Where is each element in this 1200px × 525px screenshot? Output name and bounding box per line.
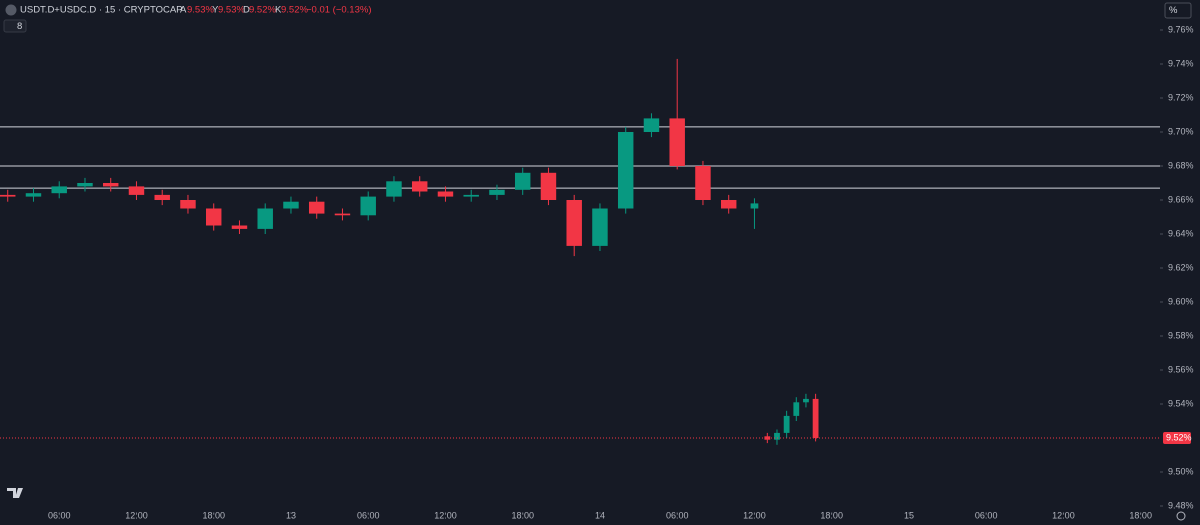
- x-tick-label: 14: [595, 510, 605, 520]
- scale-button-label[interactable]: %: [1169, 5, 1178, 16]
- candle-body: [803, 398, 809, 403]
- x-tick-label: 18:00: [1129, 510, 1152, 520]
- high-key: Y: [212, 5, 219, 16]
- candle-body: [231, 225, 248, 229]
- y-tick-label: 9.68%: [1168, 160, 1194, 170]
- candle-body: [669, 118, 685, 166]
- candle-body: [695, 166, 711, 200]
- x-tick-label: 12:00: [1052, 510, 1075, 520]
- y-tick-label: 9.54%: [1168, 398, 1194, 408]
- x-tick-label: 06:00: [357, 510, 380, 520]
- candle-body: [154, 194, 170, 200]
- candle-body: [386, 181, 402, 197]
- candle-body: [463, 194, 479, 197]
- candle-body: [617, 132, 634, 209]
- low-value: 9.52%: [249, 5, 276, 16]
- y-tick-label: 9.70%: [1168, 126, 1194, 136]
- indicator-count[interactable]: 8: [17, 21, 22, 32]
- y-tick-label: 9.66%: [1168, 194, 1194, 204]
- y-tick-label: 9.56%: [1168, 364, 1194, 374]
- scale-button[interactable]: [1164, 2, 1192, 19]
- x-tick-label: 18:00: [511, 510, 534, 520]
- close-value: 9.52%: [281, 5, 308, 16]
- x-tick-label: 13: [286, 510, 296, 520]
- candle-body: [489, 189, 505, 195]
- candle-body: [514, 172, 531, 190]
- candle-body: [774, 432, 780, 440]
- y-tick-label: 9.60%: [1168, 296, 1194, 306]
- x-tick-label: 06:00: [975, 510, 998, 520]
- x-tick-label: 06:00: [48, 510, 71, 520]
- x-tick-label: 18:00: [820, 510, 843, 520]
- candle-body: [0, 194, 16, 197]
- candle-body: [205, 208, 222, 226]
- low-key: D: [243, 5, 250, 16]
- candle-body: [783, 415, 790, 433]
- candle-body: [592, 208, 608, 246]
- candle-body: [750, 203, 759, 209]
- y-tick-label: 9.74%: [1168, 58, 1194, 68]
- x-tick-label: 12:00: [743, 510, 766, 520]
- settings-icon[interactable]: [1176, 511, 1186, 521]
- candle-body: [360, 196, 376, 216]
- open-key: A: [180, 5, 187, 16]
- candle-body: [257, 208, 273, 229]
- candle-body: [77, 183, 93, 187]
- y-tick-label: 9.50%: [1168, 466, 1194, 476]
- open-value: 9.53%: [187, 5, 214, 16]
- symbol: USDT.D+USDC.D · 15 · CRYPTOCAP: [20, 5, 183, 16]
- last-price-box: [1163, 432, 1191, 444]
- y-tick-label: 9.64%: [1168, 228, 1194, 238]
- candle-body: [283, 201, 299, 209]
- y-tick-label: 9.58%: [1168, 330, 1194, 340]
- candle-body: [308, 201, 325, 214]
- candle-body: [812, 398, 819, 438]
- candle-body: [411, 181, 428, 192]
- change: −0.01 (−0.13%): [306, 5, 372, 16]
- logo: [7, 488, 23, 498]
- high-value: 9.53%: [218, 5, 245, 16]
- candle-body: [437, 191, 454, 197]
- candle-body: [51, 186, 67, 194]
- x-tick-label: 15: [904, 510, 914, 520]
- candle-body: [566, 200, 582, 246]
- last-price-label: 9.52%: [1166, 432, 1192, 442]
- x-tick-label: 18:00: [202, 510, 225, 520]
- indicator-toggle[interactable]: [3, 19, 27, 33]
- candle-body: [180, 200, 196, 209]
- y-tick-label: 9.48%: [1168, 500, 1194, 510]
- x-tick-label: 06:00: [666, 510, 689, 520]
- close-key: K: [275, 5, 282, 16]
- candle-body: [764, 436, 771, 440]
- symbol-icon: [5, 4, 17, 16]
- candle-body: [334, 213, 351, 216]
- x-tick-label: 12:00: [434, 510, 457, 520]
- x-tick-label: 12:00: [125, 510, 148, 520]
- candle-body: [540, 172, 557, 200]
- candle-body: [25, 193, 42, 197]
- candle-body: [128, 186, 145, 195]
- candle-body: [793, 402, 800, 416]
- y-tick-label: 9.62%: [1168, 262, 1194, 272]
- candle-body: [102, 183, 119, 187]
- candle-body: [720, 200, 737, 209]
- y-tick-label: 9.72%: [1168, 92, 1194, 102]
- y-tick-label: 9.76%: [1168, 24, 1194, 34]
- candle-body: [643, 118, 660, 132]
